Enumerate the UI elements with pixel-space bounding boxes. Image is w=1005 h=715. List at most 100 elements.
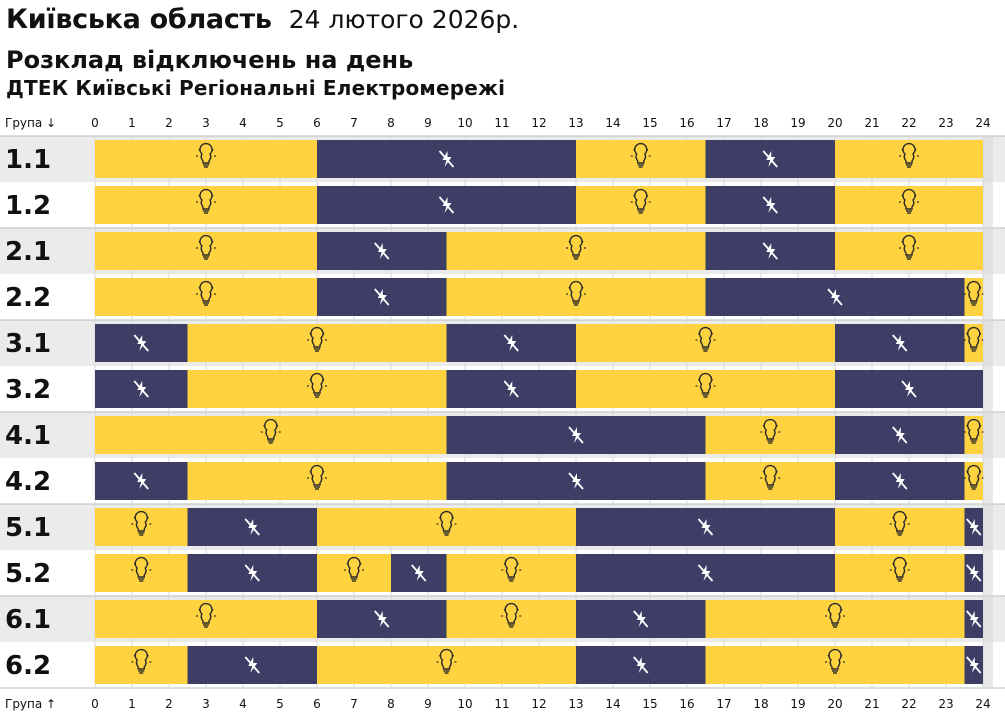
bulb-glass: [763, 464, 777, 486]
bulb-icon: [760, 418, 781, 444]
bulb-ray: [322, 378, 325, 382]
tick-label: 15: [642, 116, 657, 130]
tick-label: 14: [605, 697, 620, 711]
bulb-ray: [263, 424, 266, 428]
power-on-segment: [705, 600, 965, 638]
strike-line: [892, 472, 908, 490]
bulb-icon: [196, 602, 216, 628]
power-on-segment: [964, 324, 983, 362]
top-hour-axis: Група ↓ 0 1 2 3 4 5 6 7 8 9 10 11 12 13 14 15 16 17 18 19 20 2…: [5, 116, 991, 130]
tick-label: 7: [350, 116, 358, 130]
tick-label: 16: [679, 697, 694, 711]
bulb-icon: [963, 326, 984, 352]
power-on-segment: [964, 462, 983, 500]
bulb-glass: [310, 326, 324, 348]
bulb-ray: [901, 148, 904, 152]
bulb-icon: [344, 556, 364, 582]
no-power-icon: [438, 196, 455, 214]
bulb-ray: [516, 562, 519, 566]
bulb-icon: [131, 556, 152, 582]
no-power-icon: [411, 564, 427, 582]
group-row: 3.1: [5, 324, 984, 362]
no-power-icon: [244, 656, 260, 674]
bulb-ray: [966, 286, 969, 290]
bulb-glass: [902, 142, 916, 164]
strike-line: [966, 610, 982, 628]
bulb-ray: [568, 286, 571, 290]
strike-line: [966, 564, 982, 582]
bulb-ray: [840, 654, 843, 658]
bulb-ray: [762, 470, 765, 474]
bulb-ray: [581, 240, 584, 244]
tick-label: 13: [568, 697, 583, 711]
power-on-segment: [576, 324, 835, 362]
tick-label: 0: [91, 116, 99, 130]
bulb-glass: [967, 418, 981, 440]
bulb-ray: [198, 240, 201, 244]
strike-line: [374, 610, 390, 628]
strike-line: [133, 334, 149, 352]
bulb-ray: [697, 378, 701, 382]
bulb-ray: [516, 608, 519, 612]
group-row: 4.1: [5, 416, 984, 454]
strike-line: [244, 518, 260, 536]
power-on-segment: [187, 462, 447, 500]
bulb-ray: [827, 654, 830, 658]
group-row: 6.1: [5, 600, 983, 638]
group-label: 5.1: [5, 513, 51, 543]
bulb-ray: [697, 332, 701, 336]
bulb-icon: [889, 556, 910, 582]
bulb-glass: [967, 280, 981, 302]
bulb-ray: [198, 148, 201, 152]
company-name: ДТЕК Київські Регіональні Електромережі: [6, 76, 506, 100]
tick-label: 21: [864, 697, 879, 711]
group-row: 5.1: [5, 508, 983, 546]
bulb-ray: [359, 562, 362, 566]
bulb-ray: [451, 654, 455, 658]
bulb-icon: [760, 464, 781, 490]
strike-line: [244, 564, 260, 582]
strike-line: [762, 196, 778, 214]
no-power-icon: [966, 610, 982, 628]
tick-label: 8: [387, 697, 395, 711]
no-power-icon: [503, 334, 519, 352]
no-power-icon: [966, 656, 982, 674]
group-label: 4.2: [5, 467, 51, 497]
power-on-segment: [835, 140, 983, 178]
bulb-icon: [260, 418, 281, 444]
bulb-glass: [439, 648, 454, 670]
tick-label: 13: [568, 116, 583, 130]
bulb-ray: [146, 516, 149, 520]
tick-label: 9: [424, 697, 432, 711]
tick-label: 1: [128, 116, 136, 130]
bulb-ray: [905, 562, 908, 566]
no-power-icon: [966, 564, 982, 582]
no-power-icon: [762, 150, 778, 168]
bulb-ray: [451, 516, 455, 520]
bulb-icon: [695, 326, 716, 352]
axis-label: Група ↑: [5, 697, 56, 711]
tick-label: 10: [457, 697, 472, 711]
strike-line: [827, 288, 843, 306]
chart-right-edge: [983, 136, 993, 688]
no-power-icon: [244, 518, 260, 536]
bulb-ray: [979, 470, 982, 474]
bulb-ray: [322, 470, 325, 474]
bulb-ray: [211, 148, 214, 152]
tick-label: 18: [753, 697, 768, 711]
bulb-ray: [966, 424, 969, 428]
bulb-ray: [198, 194, 201, 198]
power-on-segment: [705, 646, 965, 684]
no-power-icon: [244, 564, 260, 582]
no-power-icon: [133, 472, 149, 490]
bulb-icon: [889, 510, 910, 536]
power-on-segment: [576, 186, 706, 224]
bulb-ray: [633, 194, 636, 198]
group-label: 1.2: [5, 191, 51, 221]
bulb-ray: [211, 286, 214, 290]
bulb-ray: [211, 240, 214, 244]
power-on-segment: [95, 554, 188, 592]
bulb-ray: [914, 194, 917, 198]
bulb-icon: [501, 556, 522, 582]
bulb-ray: [276, 424, 279, 428]
